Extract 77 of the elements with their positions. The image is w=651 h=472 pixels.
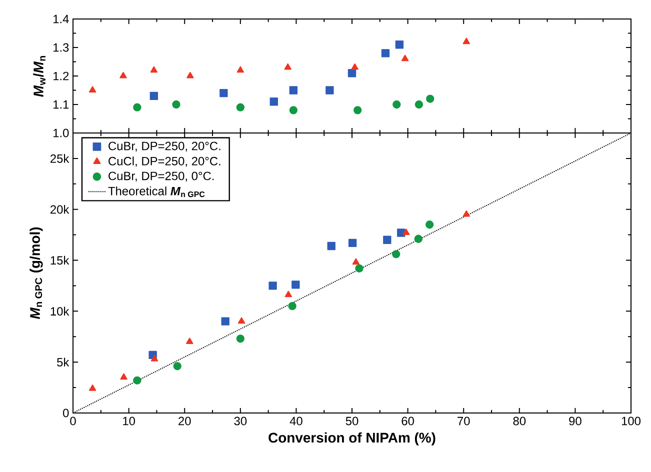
y-tick-label: 15k xyxy=(50,256,70,265)
point xyxy=(348,69,356,78)
point xyxy=(238,317,246,324)
legend-label: CuCl, DP=250, 20°C. xyxy=(108,156,220,167)
y-tick-label: 10k xyxy=(50,306,70,316)
point xyxy=(355,264,364,272)
point xyxy=(150,354,158,362)
point xyxy=(88,86,96,93)
point xyxy=(383,236,392,244)
legend-label: CuBr, DP=250, 0°C. xyxy=(108,172,214,182)
point xyxy=(352,258,360,265)
point xyxy=(289,86,298,94)
point xyxy=(402,228,410,236)
x-tick-label: 60 xyxy=(402,416,414,426)
point xyxy=(150,92,158,100)
point xyxy=(414,100,424,109)
y-tick-label: 1.2 xyxy=(53,72,69,80)
x-tick-label: 20 xyxy=(178,416,191,426)
point xyxy=(351,63,358,70)
x-tick-label: 50 xyxy=(346,416,358,426)
point xyxy=(426,94,434,103)
point xyxy=(392,100,401,109)
y-tick-label: 5k xyxy=(57,358,70,366)
y-tick-label: 1.1 xyxy=(53,100,69,109)
point xyxy=(172,100,180,109)
legend-label: $\text{Theoretical }\textbf{\textit{M}}_{\textbf{n GPC}}$ xyxy=(108,186,205,198)
x-tick-label: 90 xyxy=(569,416,582,426)
point xyxy=(462,38,470,44)
point xyxy=(414,234,422,243)
point xyxy=(173,362,182,370)
y-tick-label: 0 xyxy=(63,408,69,418)
point xyxy=(392,250,400,258)
point xyxy=(462,210,470,217)
point xyxy=(236,103,244,112)
point xyxy=(381,49,390,58)
point xyxy=(186,72,194,78)
y-tick-label: 1.3 xyxy=(53,43,69,52)
x-tick-label: 10 xyxy=(123,416,135,426)
point xyxy=(133,103,142,112)
point xyxy=(401,54,409,62)
point xyxy=(284,290,292,298)
x-axis-title: Conversion of NIPAm (%) xyxy=(268,432,436,446)
point xyxy=(150,66,158,73)
y-tick-label: 20k xyxy=(50,204,70,214)
x-tick-label: 70 xyxy=(458,416,470,426)
point xyxy=(88,384,96,391)
point xyxy=(133,376,142,384)
y-axis-title: M$_{w}$/M$_{n}$ xyxy=(33,56,46,97)
point xyxy=(236,334,244,343)
point xyxy=(120,373,128,380)
point xyxy=(327,242,336,250)
y-tick-label: 25k xyxy=(50,154,70,163)
point xyxy=(348,238,357,248)
x-tick-label: 40 xyxy=(290,416,302,426)
point xyxy=(395,40,404,49)
point xyxy=(220,89,228,98)
legend-label: CuBr, DP=250, 20°C. xyxy=(108,142,220,152)
point xyxy=(354,106,362,114)
x-tick-label: 30 xyxy=(234,416,247,426)
x-tick-label: 80 xyxy=(513,416,526,426)
y-tick-label: 1.0 xyxy=(53,128,69,138)
point xyxy=(288,302,296,310)
x-tick-label: 100 xyxy=(622,416,641,426)
point xyxy=(425,220,434,229)
y-tick-label: 1.4 xyxy=(53,14,69,24)
point xyxy=(284,63,292,70)
point xyxy=(268,282,277,290)
point xyxy=(270,98,278,106)
point xyxy=(289,106,298,114)
point xyxy=(326,86,334,94)
point xyxy=(236,66,244,73)
point xyxy=(292,280,300,289)
x-tick-label: 0 xyxy=(70,416,76,426)
point xyxy=(186,338,194,344)
point xyxy=(120,72,127,78)
y-axis-title: $\textbf{\textit{M}}_{\textbf{n GPC}}\ \textbf{(g/mol)}$ xyxy=(30,227,43,320)
point xyxy=(221,317,230,326)
